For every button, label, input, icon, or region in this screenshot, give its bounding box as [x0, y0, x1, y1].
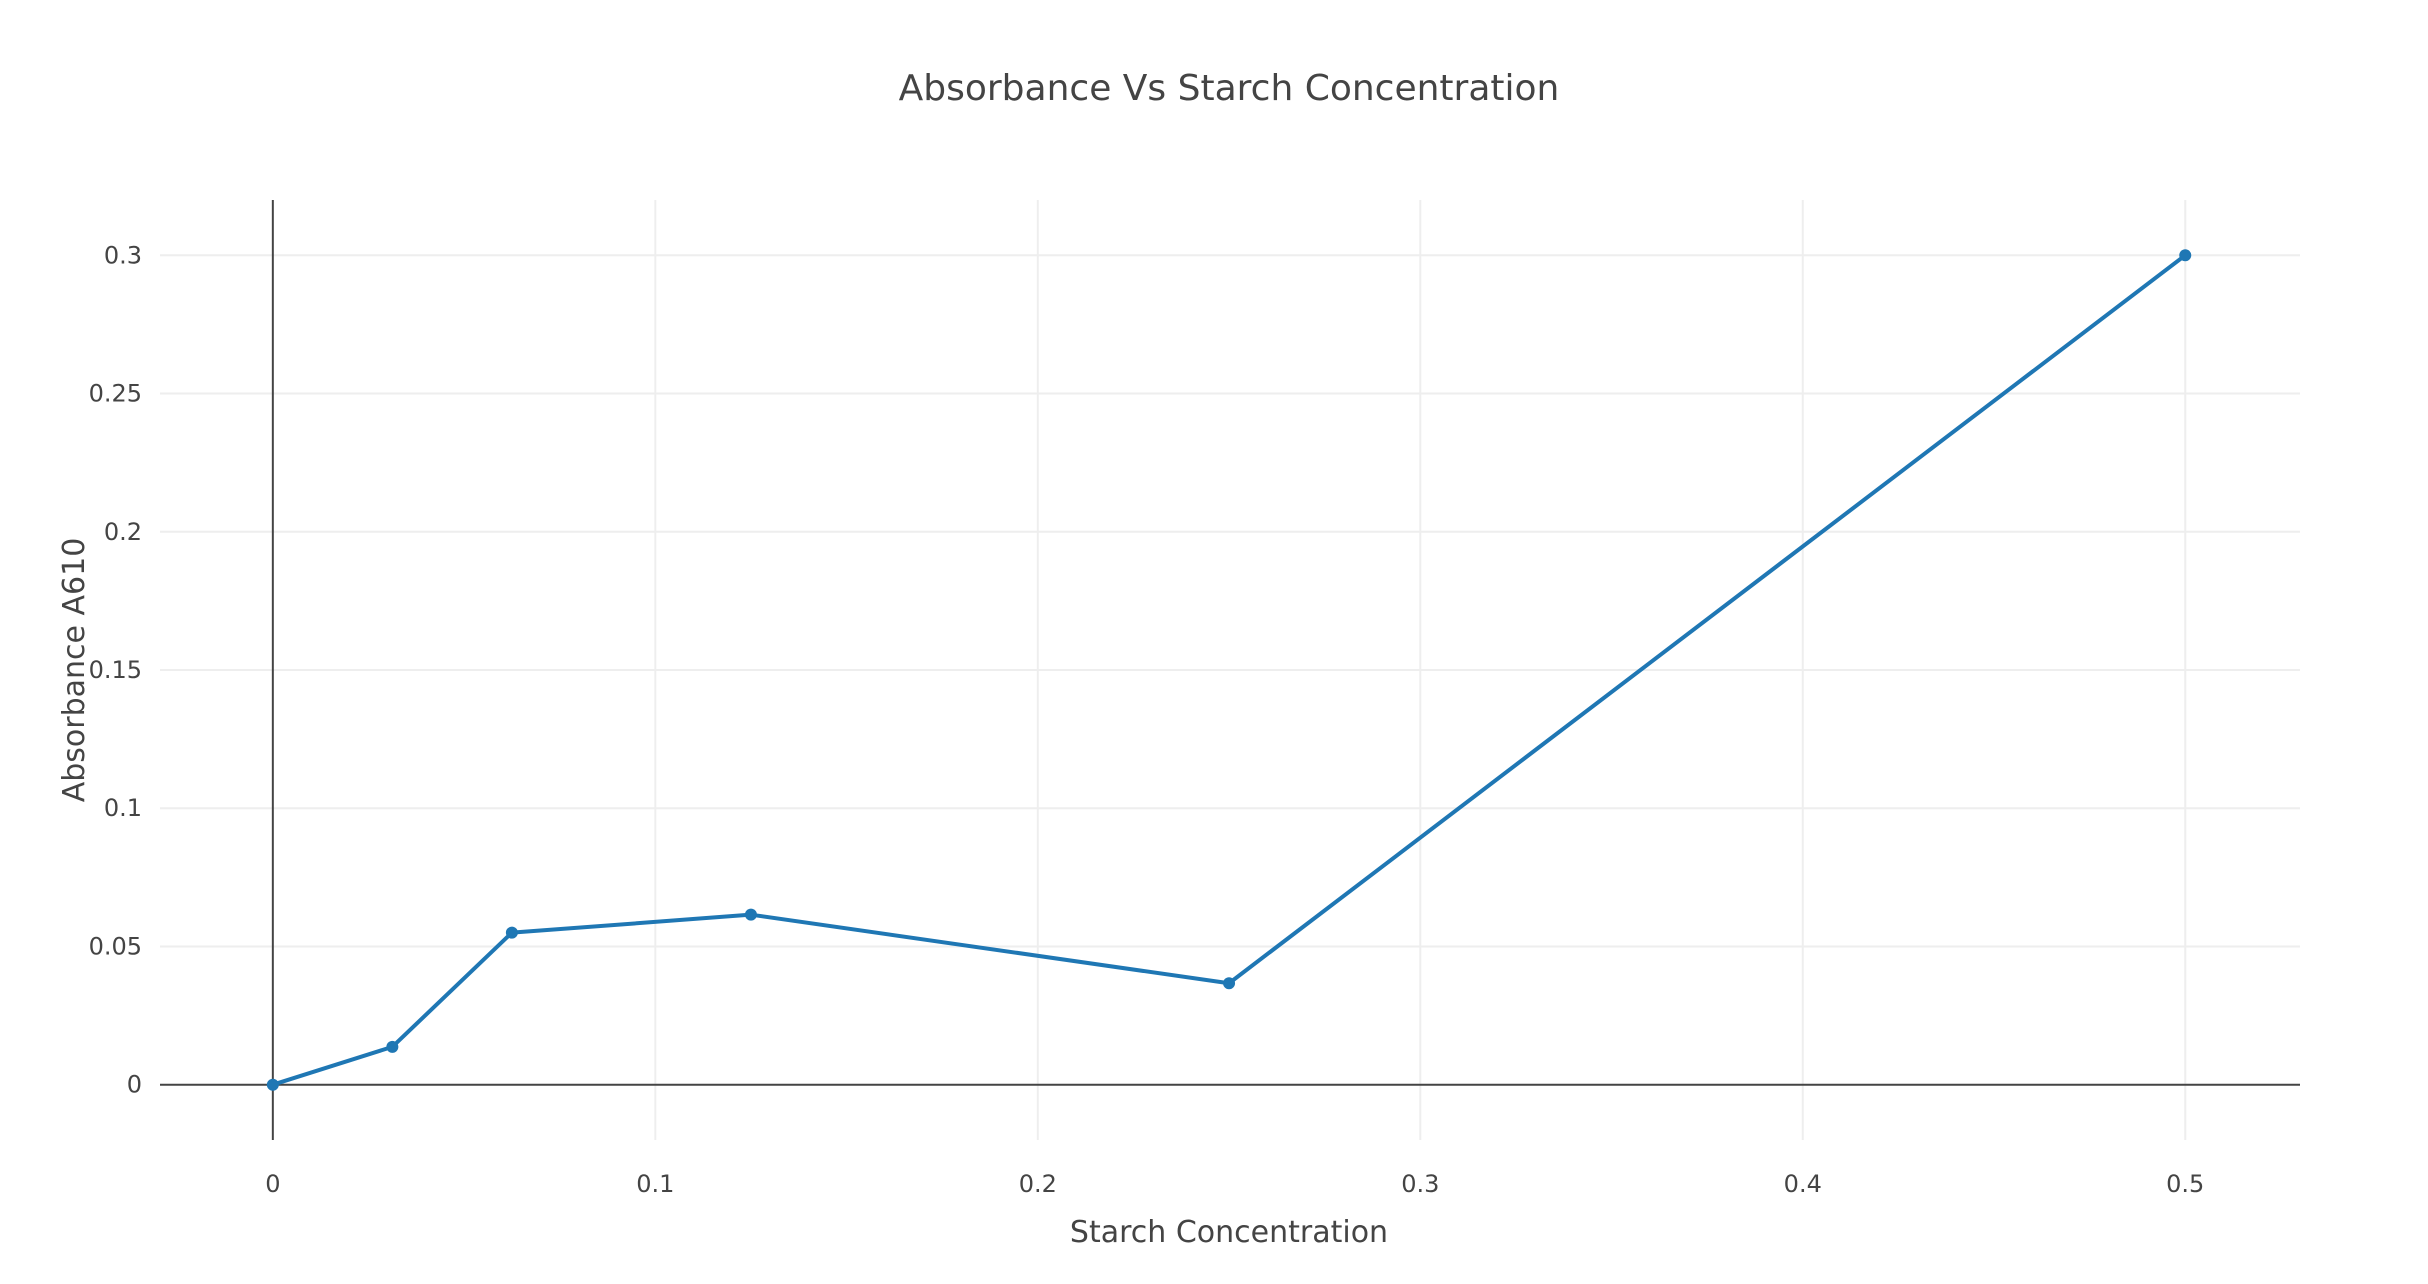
- tick-labels: 0 0.1 0.2 0.3 0.4 0.5 0 0.05 0.1 0.15 0.2 0.25 0.3: [89, 241, 2205, 1198]
- y-tick-label: 0.25: [89, 380, 142, 408]
- y-tick-label: 0: [127, 1071, 142, 1099]
- x-tick-label: 0.2: [1019, 1170, 1057, 1198]
- data-point: [1223, 977, 1236, 990]
- y-tick-label: 0.2: [104, 518, 142, 546]
- x-tick-label: 0.5: [2166, 1170, 2204, 1198]
- data-point: [2179, 249, 2192, 262]
- data-point: [386, 1040, 399, 1053]
- x-tick-label: 0.3: [1401, 1170, 1439, 1198]
- x-axis-title: Starch Concentration: [1070, 1215, 1388, 1250]
- y-tick-label: 0.15: [89, 656, 142, 684]
- y-axis-title: Absorbance A610: [57, 538, 92, 803]
- axes: [160, 200, 2300, 1140]
- x-tick-label: 0: [265, 1170, 280, 1198]
- data-point: [266, 1078, 279, 1091]
- y-tick-label: 0.05: [89, 932, 142, 960]
- data-point: [744, 908, 757, 921]
- data-point: [505, 926, 518, 939]
- series-line: [272, 253, 2187, 1087]
- series-layer: [266, 249, 2192, 1091]
- y-tick-label: 0.1: [104, 794, 142, 822]
- y-tick-label: 0.3: [104, 241, 142, 269]
- x-tick-label: 0.4: [1784, 1170, 1822, 1198]
- grid: [160, 200, 2300, 1140]
- chart-title: Absorbance Vs Starch Concentration: [899, 68, 1560, 109]
- x-tick-label: 0.1: [636, 1170, 674, 1198]
